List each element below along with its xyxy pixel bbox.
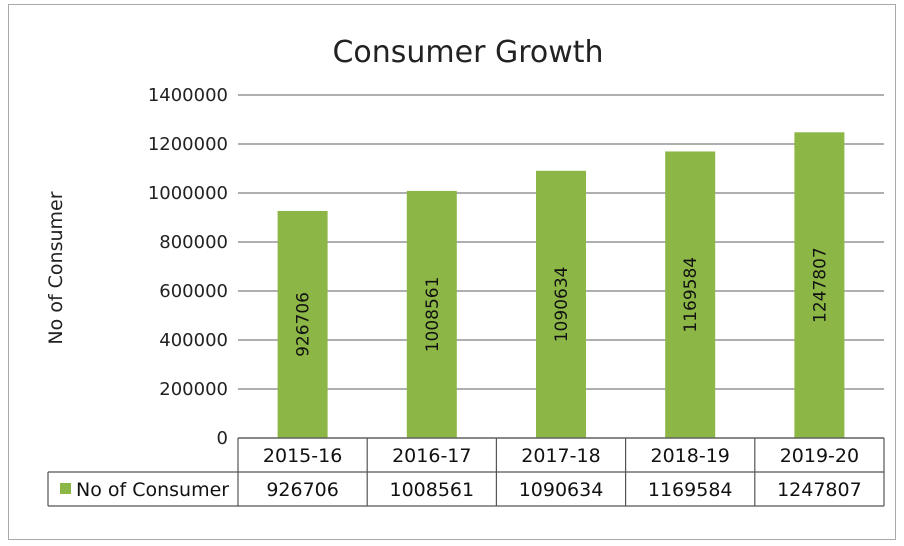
bar-data-label: 926706	[294, 292, 314, 357]
y-axis-ticks: 1400000 1200000 1000000 800000 600000 400000 2…	[148, 85, 228, 449]
table-value-cell: 1247807	[777, 479, 862, 501]
legend-swatch	[60, 483, 71, 494]
y-tick-label: 1400000	[148, 85, 228, 106]
y-tick-label: 200000	[159, 379, 228, 400]
bar	[406, 190, 457, 438]
y-tick-label: 600000	[159, 281, 228, 302]
bar	[277, 210, 328, 438]
bar-data-label: 1247807	[810, 247, 830, 323]
table-value-cell: 1169584	[648, 479, 733, 501]
bar-data-label: 1008561	[423, 277, 443, 353]
bar-data-label: 1090634	[552, 267, 572, 343]
table-value-cell: 1090634	[519, 479, 604, 501]
y-axis-label: No of Consumer	[45, 191, 67, 344]
y-tick-label: 0	[217, 428, 228, 449]
chart-title: Consumer Growth	[332, 35, 603, 70]
legend-label: No of Consumer	[76, 479, 229, 501]
x-category-label: 2015-16	[263, 445, 342, 467]
x-category-label: 2019-20	[780, 445, 859, 467]
y-tick-label: 1000000	[148, 183, 228, 204]
x-category-label: 2018-19	[651, 445, 730, 467]
x-category-label: 2016-17	[392, 445, 471, 467]
bar	[536, 170, 586, 438]
y-tick-label: 1200000	[148, 134, 228, 155]
data-table: 2015-16 926706 2016-17 1008561 2017-18 109063…	[47, 437, 885, 507]
bar	[794, 132, 845, 438]
table-value-cell: 1008561	[389, 479, 474, 501]
x-category-label: 2017-18	[521, 445, 600, 467]
table-value-cell: 926706	[266, 479, 339, 501]
bar	[665, 151, 716, 439]
bar-data-label: 1169584	[681, 257, 701, 333]
y-tick-label: 800000	[159, 232, 228, 253]
bars: 926706 1008561 1090634 1169584 1247807	[277, 132, 845, 439]
y-tick-label: 400000	[159, 330, 228, 351]
